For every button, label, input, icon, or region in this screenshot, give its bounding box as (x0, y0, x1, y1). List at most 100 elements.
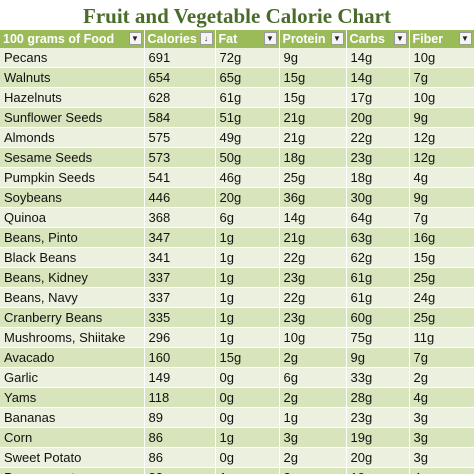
cell-carbs[interactable]: 19g (346, 467, 410, 474)
cell-fat[interactable]: 1g (215, 247, 280, 268)
cell-carbs[interactable]: 28g (346, 387, 410, 408)
cell-carbs[interactable]: 62g (346, 247, 410, 268)
cell-food[interactable]: Beans, Navy (0, 287, 145, 308)
cell-food[interactable]: Yams (0, 387, 145, 408)
cell-calories[interactable]: 341 (144, 247, 216, 268)
cell-fat[interactable]: 49g (215, 127, 280, 148)
cell-carbs[interactable]: 18g (346, 167, 410, 188)
cell-food[interactable]: Mushrooms, Shiitake (0, 327, 145, 348)
cell-calories[interactable]: 573 (144, 147, 216, 168)
cell-protein[interactable]: 23g (279, 267, 347, 288)
cell-fat[interactable]: 1g (215, 287, 280, 308)
cell-carbs[interactable]: 60g (346, 307, 410, 328)
cell-calories[interactable]: 86 (144, 447, 216, 468)
cell-food[interactable]: Sunflower Seeds (0, 107, 145, 128)
header-carbs[interactable]: Carbs ▼ (346, 30, 410, 48)
cell-carbs[interactable]: 75g (346, 327, 410, 348)
cell-protein[interactable]: 22g (279, 287, 347, 308)
cell-fiber[interactable]: 15g (409, 247, 474, 268)
cell-calories[interactable]: 628 (144, 87, 216, 108)
cell-food[interactable]: Soybeans (0, 187, 145, 208)
cell-calories[interactable]: 335 (144, 307, 216, 328)
cell-fiber[interactable]: 7g (409, 67, 474, 88)
cell-carbs[interactable]: 22g (346, 127, 410, 148)
cell-calories[interactable]: 575 (144, 127, 216, 148)
cell-fiber[interactable]: 7g (409, 347, 474, 368)
cell-fat[interactable]: 51g (215, 107, 280, 128)
cell-protein[interactable]: 2g (279, 387, 347, 408)
cell-calories[interactable]: 86 (144, 427, 216, 448)
cell-food[interactable]: Pecans (0, 48, 145, 68)
cell-protein[interactable]: 15g (279, 67, 347, 88)
header-food[interactable]: 100 grams of Food ▼ (0, 30, 145, 48)
cell-protein[interactable]: 36g (279, 187, 347, 208)
cell-fat[interactable]: 0g (215, 447, 280, 468)
cell-fat[interactable]: 1g (215, 267, 280, 288)
cell-protein[interactable]: 2g (279, 467, 347, 474)
cell-protein[interactable]: 2g (279, 347, 347, 368)
cell-protein[interactable]: 23g (279, 307, 347, 328)
cell-fiber[interactable]: 16g (409, 227, 474, 248)
header-calories[interactable]: Calories ↓ (144, 30, 216, 48)
cell-carbs[interactable]: 63g (346, 227, 410, 248)
cell-fat[interactable]: 0g (215, 407, 280, 428)
cell-fiber[interactable]: 12g (409, 127, 474, 148)
cell-calories[interactable]: 541 (144, 167, 216, 188)
cell-food[interactable]: Hazelnuts (0, 87, 145, 108)
cell-carbs[interactable]: 23g (346, 407, 410, 428)
cell-fat[interactable]: 1g (215, 307, 280, 328)
cell-carbs[interactable]: 14g (346, 67, 410, 88)
cell-protein[interactable]: 9g (279, 48, 347, 68)
cell-fiber[interactable]: 4g (409, 467, 474, 474)
cell-calories[interactable]: 337 (144, 287, 216, 308)
cell-fat[interactable]: 0g (215, 367, 280, 388)
dropdown-filter-icon[interactable]: ▼ (263, 32, 277, 45)
cell-fat[interactable]: 1g (215, 327, 280, 348)
header-fat[interactable]: Fat ▼ (215, 30, 280, 48)
cell-calories[interactable]: 446 (144, 187, 216, 208)
cell-food[interactable]: Sesame Seeds (0, 147, 145, 168)
cell-calories[interactable]: 160 (144, 347, 216, 368)
cell-protein[interactable]: 25g (279, 167, 347, 188)
cell-carbs[interactable]: 20g (346, 447, 410, 468)
cell-carbs[interactable]: 61g (346, 267, 410, 288)
cell-fat[interactable]: 1g (215, 227, 280, 248)
cell-food[interactable]: Beans, Kidney (0, 267, 145, 288)
cell-fiber[interactable]: 9g (409, 107, 474, 128)
cell-fiber[interactable]: 12g (409, 147, 474, 168)
cell-protein[interactable]: 2g (279, 447, 347, 468)
cell-fat[interactable]: 61g (215, 87, 280, 108)
cell-calories[interactable]: 149 (144, 367, 216, 388)
cell-calories[interactable]: 584 (144, 107, 216, 128)
cell-calories[interactable]: 337 (144, 267, 216, 288)
cell-carbs[interactable]: 14g (346, 48, 410, 68)
cell-fiber[interactable]: 11g (409, 327, 474, 348)
cell-protein[interactable]: 6g (279, 367, 347, 388)
cell-fiber[interactable]: 10g (409, 87, 474, 108)
cell-fiber[interactable]: 24g (409, 287, 474, 308)
cell-protein[interactable]: 22g (279, 247, 347, 268)
cell-protein[interactable]: 3g (279, 427, 347, 448)
cell-calories[interactable]: 691 (144, 48, 216, 68)
dropdown-filter-icon[interactable]: ▼ (393, 32, 407, 45)
cell-food[interactable]: Cranberry Beans (0, 307, 145, 328)
cell-calories[interactable]: 89 (144, 407, 216, 428)
sort-descending-filter-icon[interactable]: ↓ (199, 32, 213, 45)
cell-carbs[interactable]: 19g (346, 427, 410, 448)
cell-fat[interactable]: 72g (215, 48, 280, 68)
cell-carbs[interactable]: 33g (346, 367, 410, 388)
cell-fiber[interactable]: 2g (409, 367, 474, 388)
cell-carbs[interactable]: 30g (346, 187, 410, 208)
cell-fiber[interactable]: 7g (409, 207, 474, 228)
cell-food[interactable]: Black Beans (0, 247, 145, 268)
cell-fat[interactable]: 20g (215, 187, 280, 208)
cell-fat[interactable]: 1g (215, 427, 280, 448)
cell-fiber[interactable]: 10g (409, 48, 474, 68)
cell-protein[interactable]: 21g (279, 127, 347, 148)
cell-fiber[interactable]: 4g (409, 387, 474, 408)
cell-food[interactable]: Corn (0, 427, 145, 448)
header-protein[interactable]: Protein ▼ (279, 30, 347, 48)
cell-carbs[interactable]: 61g (346, 287, 410, 308)
cell-calories[interactable]: 83 (144, 467, 216, 474)
cell-fiber[interactable]: 9g (409, 187, 474, 208)
